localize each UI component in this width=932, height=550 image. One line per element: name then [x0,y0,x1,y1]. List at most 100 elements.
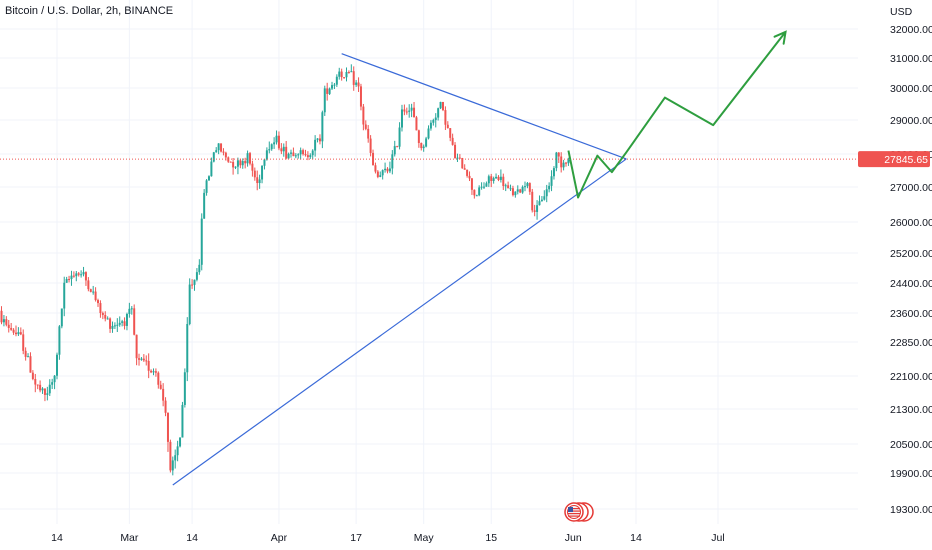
candle-body [427,128,430,139]
candle-body [46,393,49,395]
candle-body [550,176,553,186]
candle-body [84,272,87,281]
candle-body [43,388,46,395]
candle-body [246,153,249,164]
candle-body [280,148,283,152]
price-axis[interactable]: 19300.00 19900.00 20500.00 21300.00 22100.00… [890,24,932,516]
y-tick-label: 20500.00 [890,439,932,451]
candle-body [39,384,42,391]
candle-body [343,77,346,79]
time-axis[interactable]: 14 Mar 14 Apr 17 May 15 Jun 14 Jul [51,532,725,544]
candle-body [309,155,312,158]
candle-body [297,154,300,156]
y-tick-label: 32000.00 [890,24,932,36]
candle-body [567,159,570,164]
x-tick-label: 14 [186,532,198,544]
candles [0,64,570,476]
candle-body [545,189,548,197]
candle-body [109,318,112,329]
candle-body [82,272,85,275]
candle-body [504,185,507,187]
candle-body [333,84,336,86]
candle-body [116,324,119,326]
candle-body [429,122,432,129]
candle-body [495,176,498,179]
candle-body [415,117,418,131]
candle-body [210,161,213,177]
candle-body [323,88,326,113]
candle-body [282,146,285,152]
candle-body [458,157,461,159]
candle-body [29,356,32,373]
candle-body [48,384,51,394]
candle-body [420,143,423,149]
candle-body [434,117,437,121]
candle-body [299,150,302,155]
candle-body [89,289,92,292]
candle-body [36,384,39,386]
candle-body [497,176,500,180]
candle-body [350,71,353,73]
candle-body [53,375,56,383]
candle-body [294,155,297,157]
candle-body [357,82,360,87]
candle-body [258,179,261,184]
candle-body [473,189,476,196]
candle-body [470,178,473,190]
candle-body [540,199,543,202]
candle-body [159,384,162,389]
chart-title: Bitcoin / U.S. Dollar, 2h, BINANCE [5,5,174,17]
candle-body [215,150,218,153]
candle-body [113,325,116,327]
candle-body [463,168,466,170]
candle-body [381,170,384,176]
candle-body [174,455,177,461]
candle-body [256,177,259,184]
y-tick-label: 21300.00 [890,404,932,416]
x-tick-label: Jul [711,532,724,544]
candle-body [451,137,454,145]
candle-body [77,273,80,275]
candle-body [516,189,519,192]
candle-body [359,86,362,107]
candle-body [27,356,30,358]
tradingview-flag-icon[interactable] [564,502,594,522]
candle-body [388,168,391,172]
candle-body [80,274,83,276]
candle-body [17,332,20,335]
y-tick-label: 29000.00 [890,115,932,127]
candle-body [60,308,63,327]
candle-body [121,321,124,323]
candle-body [533,210,536,212]
y-tick-label: 31000.00 [890,53,932,65]
candle-body [212,152,215,162]
candle-body [195,272,198,280]
candle-body [439,101,442,109]
y-tick-label: 25200.00 [890,248,932,260]
candle-body [560,156,563,168]
candle-body [521,186,524,193]
candle-body [97,300,100,304]
candle-body [514,191,517,196]
candle-body [543,196,546,200]
x-tick-label: 17 [350,532,362,544]
grid [0,0,858,524]
candle-body [130,308,133,310]
candle-body [2,319,5,323]
candle-body [63,282,66,309]
candle-body [205,180,208,193]
candle-body [403,109,406,112]
candle-body [239,160,242,166]
candle-body [555,152,558,169]
candle-body [502,176,505,186]
candle-body [454,144,457,159]
candle-body [207,176,210,181]
x-tick-label: Mar [120,532,139,544]
candle-body [7,324,10,328]
projection-path [567,30,787,199]
candle-body [437,108,440,118]
candle-body [408,110,411,112]
candle-body [482,186,485,188]
candle-body [338,71,341,77]
